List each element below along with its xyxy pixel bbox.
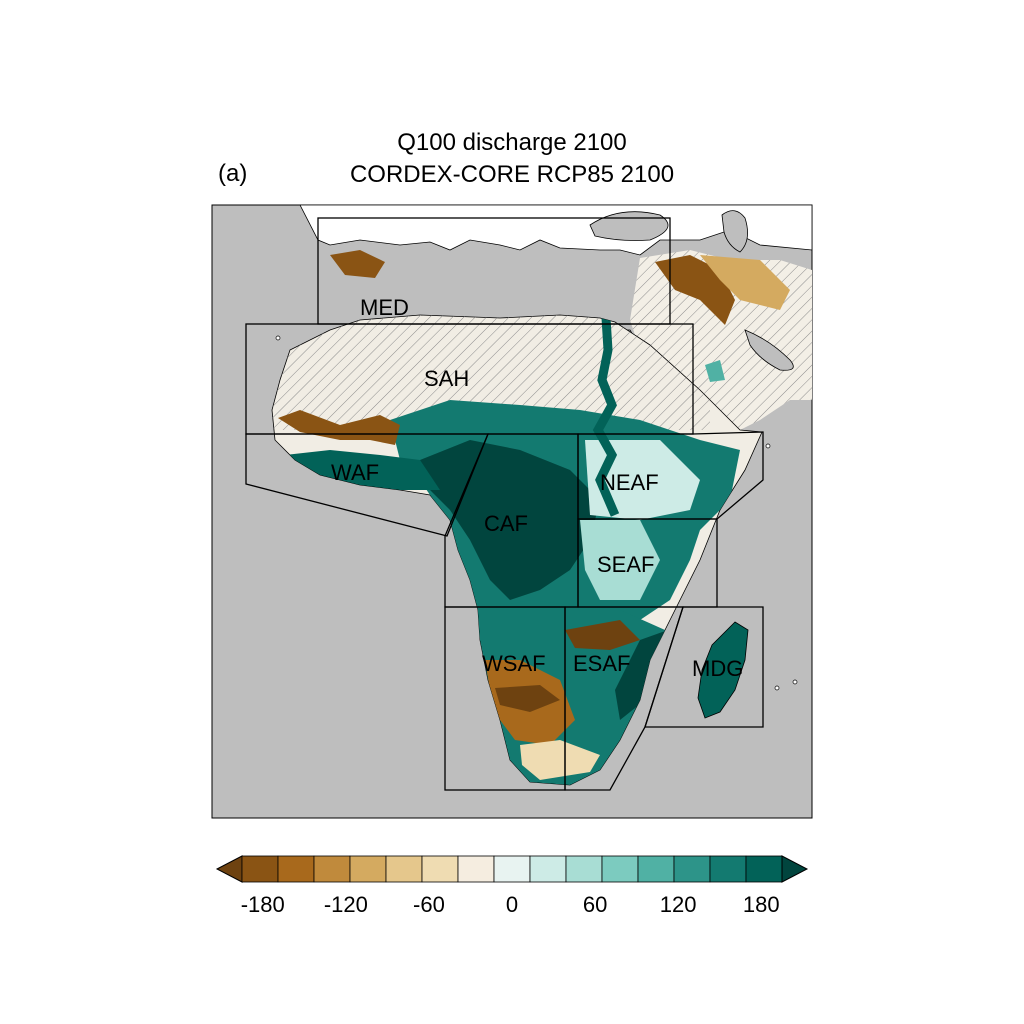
region-label-sah: SAH	[424, 366, 469, 391]
colorbar-swatch	[566, 856, 602, 882]
colorbar-swatch	[638, 856, 674, 882]
colorbar-swatch	[674, 856, 710, 882]
colorbar-swatch	[458, 856, 494, 882]
colorbar-swatch	[422, 856, 458, 882]
region-label-esaf: ESAF	[573, 651, 630, 676]
colorbar-swatch	[602, 856, 638, 882]
region-label-caf: CAF	[484, 511, 528, 536]
colorbar-tick-label: 120	[660, 892, 697, 917]
island	[793, 680, 797, 684]
region-label-waf: WAF	[331, 460, 379, 485]
region-label-med: MED	[360, 295, 409, 320]
region-label-neaf: NEAF	[600, 470, 659, 495]
colorbar-tick-label: 0	[506, 892, 518, 917]
region-label-mdg: MDG	[692, 656, 743, 681]
region-label-seaf: SEAF	[597, 552, 654, 577]
colorbar-tick-label: 60	[583, 892, 607, 917]
region-label-wsaf: WSAF	[482, 651, 546, 676]
island	[775, 686, 779, 690]
island	[766, 444, 770, 448]
colorbar-swatch	[350, 856, 386, 882]
colorbar-swatch	[278, 856, 314, 882]
colorbar-swatch	[386, 856, 422, 882]
island	[276, 336, 280, 340]
colorbar-swatch	[710, 856, 746, 882]
colorbar-tick-label: -60	[413, 892, 445, 917]
colorbar: -180 -120 -60 0 60 120 180	[217, 856, 807, 917]
colorbar-swatch	[314, 856, 350, 882]
colorbar-tick-label: -180	[241, 892, 285, 917]
colorbar-swatch	[242, 856, 278, 882]
colorbar-swatch	[494, 856, 530, 882]
colorbar-swatch	[530, 856, 566, 882]
colorbar-tick-label: -120	[324, 892, 368, 917]
colorbar-swatch	[746, 856, 782, 882]
colorbar-min-arrow	[217, 856, 242, 882]
colorbar-tick-label: 180	[743, 892, 780, 917]
colorbar-max-arrow	[782, 856, 807, 882]
